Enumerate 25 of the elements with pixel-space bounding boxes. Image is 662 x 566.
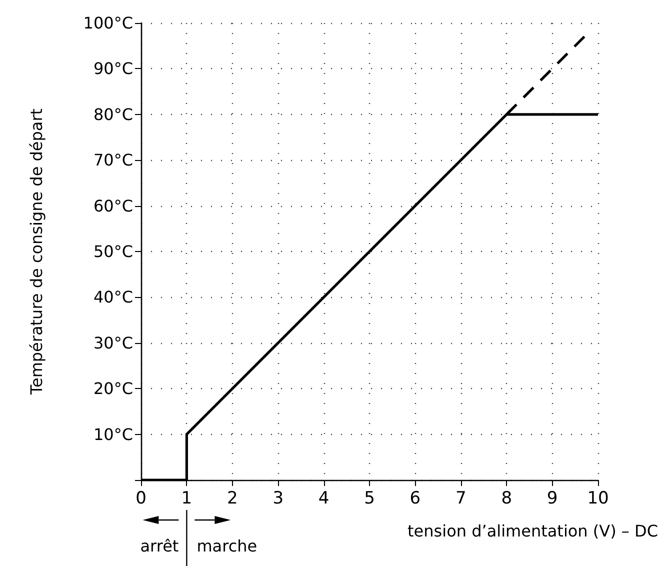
y-tick-label: 10°C [93, 424, 133, 444]
y-tick-label: 70°C [93, 150, 133, 170]
x-tick-label: 2 [226, 488, 238, 508]
x-tick-label: 1 [181, 488, 192, 508]
y-tick-label: 30°C [93, 333, 133, 352]
x-tick-label: 3 [272, 488, 284, 508]
x-axis-title: tension d’alimentation (V) – DC [408, 522, 658, 540]
x-tick-label: 5 [364, 488, 375, 508]
y-tick-label: 90°C [93, 59, 133, 78]
text: arrêt [140, 536, 179, 556]
y-axis-title: Température de consigne de départ [27, 108, 46, 396]
x-tick-label: 10 [587, 488, 609, 508]
x-tick-label: 4 [318, 488, 330, 508]
x-tick-label: 6 [410, 488, 421, 508]
y-tick-label: 20°C [93, 379, 133, 398]
y-tick-label: 60°C [93, 196, 133, 216]
y-tick-label: 40°C [93, 288, 133, 307]
x-tick-label: 0 [136, 488, 146, 508]
x-tick-label: 8 [501, 488, 512, 508]
y-tick-label: 100°C [83, 14, 133, 32]
y-tick-label: 80°C [93, 104, 133, 124]
x-tick-label: 9 [546, 488, 558, 508]
y-tick-label: 50°C [93, 242, 133, 261]
text: marche [196, 536, 258, 556]
x-tick-label: 7 [455, 488, 466, 508]
